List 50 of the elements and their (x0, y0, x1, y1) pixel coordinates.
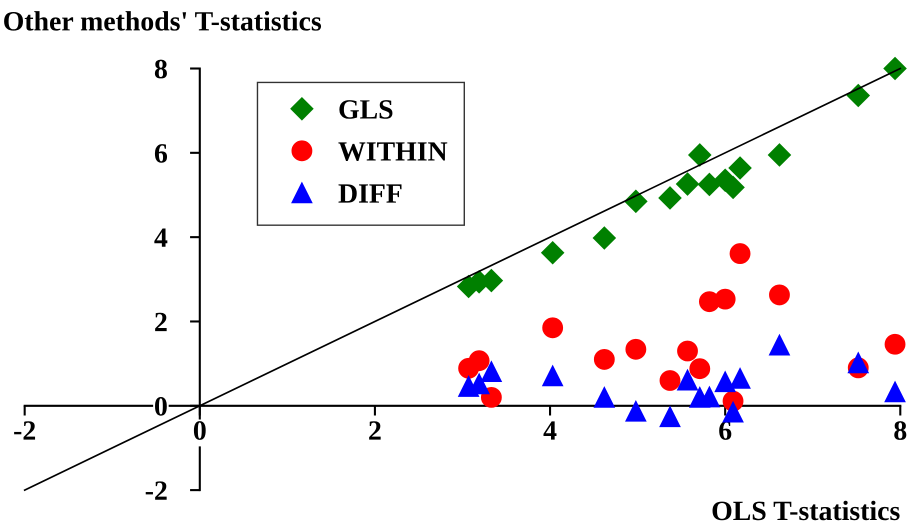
point (468, 350, 490, 372)
point (592, 226, 616, 250)
point (698, 172, 721, 196)
point (480, 386, 502, 408)
point (658, 186, 682, 210)
point (714, 288, 736, 310)
y-tick-label: 6 (154, 144, 168, 163)
point (625, 400, 646, 422)
point (542, 365, 564, 386)
point (660, 370, 680, 391)
point (677, 370, 698, 390)
x-tick-label: -2 (14, 421, 36, 440)
point (677, 340, 698, 362)
legend-label: DIFF (338, 184, 402, 203)
legend-label: WITHIN (338, 142, 448, 161)
point (660, 406, 680, 428)
point (480, 361, 502, 382)
point (884, 57, 907, 80)
point (594, 386, 615, 408)
point (730, 368, 750, 389)
x-tick-label: 8 (894, 421, 906, 440)
y-tick-label: 2 (155, 312, 167, 332)
y-axis-title: Other methods' T-statistics (4, 11, 322, 31)
point (714, 371, 736, 392)
point (722, 402, 744, 423)
y-tick-label: 4 (154, 228, 168, 247)
point (846, 84, 870, 107)
y-tick-label: 8 (154, 60, 167, 78)
point (625, 338, 646, 360)
point (769, 284, 790, 306)
point (848, 352, 869, 374)
point (768, 143, 791, 166)
y-tick-label: -2 (146, 481, 167, 500)
point (594, 348, 615, 370)
y-tick-label: 0 (155, 396, 167, 416)
x-axis-title: OLS T-statistics (712, 500, 900, 520)
point (730, 243, 750, 264)
point (688, 143, 712, 166)
point (884, 381, 906, 402)
point (676, 172, 700, 196)
x-tick-label: 2 (369, 421, 381, 440)
x-tick-label: 4 (543, 421, 556, 440)
point (689, 358, 710, 380)
point (769, 334, 790, 356)
point (542, 317, 564, 338)
point (728, 156, 752, 180)
point (541, 241, 564, 264)
legend-label: GLS (339, 100, 392, 119)
point (884, 334, 906, 355)
x-tick-label: 0 (194, 421, 206, 440)
